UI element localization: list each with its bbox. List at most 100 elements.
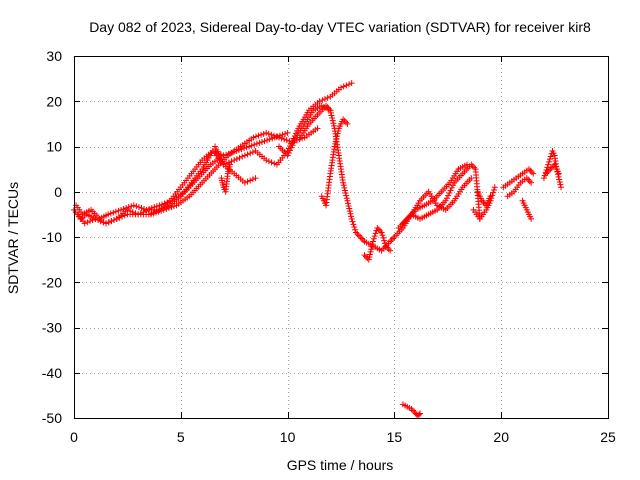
data-point [263,157,270,164]
data-point [264,137,271,144]
data-point [166,198,173,205]
data-point [284,129,291,136]
y-tick-label: 30 [46,48,62,64]
data-point [244,151,251,158]
data-point [281,136,288,143]
data-point [141,205,148,212]
ticks-layer [74,56,609,419]
data-point [115,207,122,214]
data-point [168,204,175,211]
data-point [284,152,291,159]
data-point [366,251,373,258]
data-point [330,120,337,127]
data-point [219,159,226,166]
data-point [163,205,170,212]
data-point [153,203,160,210]
data-point [346,81,353,88]
data-point [547,153,554,160]
data-point [130,202,137,209]
data-point [268,131,275,138]
series-arc-8 [297,102,398,254]
data-point [290,139,297,146]
data-point [252,133,259,140]
data-point [380,234,387,241]
y-tick-label: 10 [46,139,62,155]
data-point [491,184,498,191]
data-point [346,208,353,215]
data-point [341,187,348,194]
data-point [250,134,257,141]
x-tick-label: 5 [177,429,185,445]
data-point [555,170,562,177]
data-point [256,139,263,146]
data-point [261,138,268,145]
data-point [340,179,347,186]
data-point [160,206,167,213]
data-point [345,202,352,209]
data-point [255,132,262,139]
data-point [246,143,253,150]
data-point [276,134,283,141]
data-point [319,97,326,104]
series-arc-4 [147,125,321,218]
data-point [138,205,145,212]
data-point [342,190,349,197]
data-point [347,210,354,217]
data-point [248,142,255,149]
data-point [338,84,344,91]
series-arc-10 [361,224,394,263]
data-point [530,170,537,177]
data-point [378,229,385,236]
y-tick-label: -50 [42,410,62,426]
data-point [329,115,336,122]
data-point [84,219,91,226]
data-point [372,230,379,237]
data-point [330,122,337,129]
x-tick-label: 25 [600,429,616,445]
data-point [213,146,220,153]
data-point [100,219,107,226]
data-point [247,177,254,184]
data-point [327,109,334,116]
data-point [231,157,238,164]
data-point [415,411,422,418]
data-point [546,156,553,163]
data-point [328,112,335,119]
data-point [238,146,245,153]
data-point [368,246,375,253]
series-arc-17 [500,166,537,191]
data-point [341,184,348,191]
data-point [214,148,221,155]
data-point [226,161,233,168]
series-arc-3 [73,129,291,222]
data-point [133,203,140,210]
data-point [348,213,355,220]
data-point [334,130,341,137]
data-point [327,107,334,114]
data-point [468,175,475,182]
series-arc-13 [399,161,483,227]
data-point [278,135,285,142]
data-point [228,158,235,165]
data-point [282,130,289,137]
x-tick-label: 10 [280,429,296,445]
data-point [81,220,88,227]
data-point [247,150,254,157]
data-point [236,154,243,161]
data-point [216,153,223,160]
data-point [111,217,118,224]
data-point [150,210,157,217]
data-point [287,147,294,154]
data-point [215,151,222,158]
marks-layer [71,80,565,419]
data-point [333,135,340,142]
data-point [556,176,563,183]
data-point [343,195,350,202]
data-point [387,247,394,254]
data-point [371,233,378,240]
data-point [132,210,139,217]
data-point [158,207,165,214]
data-point [348,215,355,222]
